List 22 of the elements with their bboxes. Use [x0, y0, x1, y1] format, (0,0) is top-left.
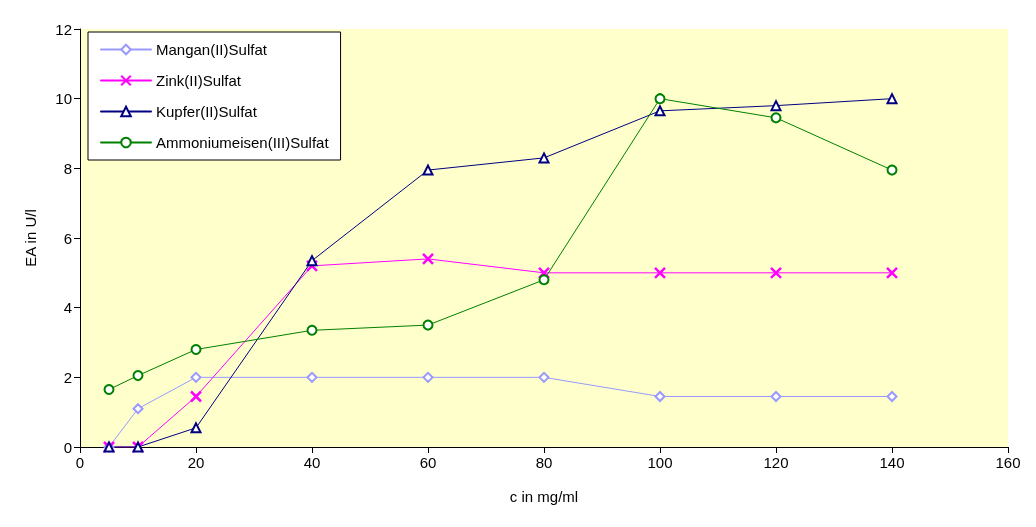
x-tick-label: 80: [535, 454, 553, 471]
y-axis-title: EA in U/l: [22, 209, 39, 267]
x-tick-label: 100: [647, 454, 673, 471]
y-tick-label: 8: [63, 159, 72, 177]
y-tick-label: 6: [63, 229, 72, 247]
x-tick-label: 140: [879, 454, 905, 471]
x-tick-label: 160: [995, 454, 1021, 471]
x-tick-label: 120: [763, 454, 789, 471]
legend-label: Ammoniumeisen(III)Sulfat: [156, 134, 330, 151]
x-tick-label: 40: [303, 454, 321, 471]
legend-label: Mangan(II)Sulfat: [156, 41, 268, 58]
y-tick-label: 4: [63, 299, 72, 317]
x-axis-title: c in mg/ml: [509, 488, 579, 505]
y-tick-label: 12: [55, 20, 72, 38]
x-tick-label: 20: [187, 454, 205, 471]
x-tick-label: 0: [75, 454, 85, 471]
legend-label: Kupfer(II)Sulfat: [156, 103, 258, 120]
y-tick-label: 2: [63, 368, 72, 386]
x-tick-label: 60: [419, 454, 437, 471]
y-tick-label: 10: [55, 90, 72, 108]
y-tick-label: 0: [63, 438, 72, 456]
legend-label: Zink(II)Sulfat: [156, 72, 242, 89]
